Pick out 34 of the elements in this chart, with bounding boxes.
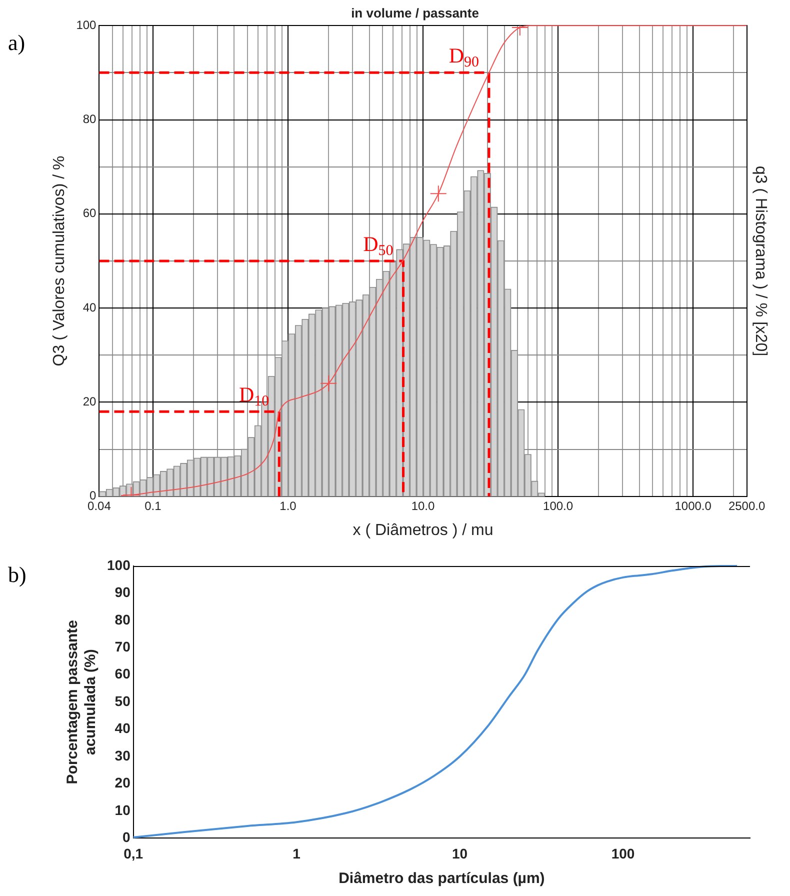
y-tick-label: 80 [82, 112, 97, 126]
y-tick-label: 0 [122, 829, 131, 846]
x-axis-title: Diâmetro das partículas (µm) [338, 870, 545, 888]
y-tick-label: 70 [114, 638, 131, 655]
text: a) [8, 30, 26, 56]
x-tick-label: 1 [292, 845, 301, 862]
y-tick-label: 30 [114, 747, 131, 764]
y-tick-label: 20 [114, 774, 131, 791]
x-tick-label: 10.0 [411, 498, 436, 513]
x-tick-label: 1.0 [280, 498, 297, 513]
y-tick-label: 20 [82, 394, 97, 409]
y-tick-label: 40 [82, 300, 97, 314]
x-axis-title: x ( Diâmetros ) / mu [352, 522, 494, 539]
x-tick-label: 10 [452, 845, 468, 862]
y-tick-label: 60 [82, 206, 97, 220]
y-tick-label: 60 [114, 666, 131, 682]
y-tick-label: 40 [114, 720, 131, 736]
x-tick-label: 0.1 [144, 498, 162, 513]
chart-title: in volume / passante [351, 5, 479, 20]
x-tick-label: 1000.0 [674, 498, 712, 513]
y-tick-label: 90 [114, 584, 131, 600]
x-tick-label: 2500.0 [728, 498, 766, 513]
y-tick-label: 100 [107, 556, 131, 573]
y-tick-label: 10 [114, 802, 131, 818]
text: b) [8, 562, 26, 588]
y-tick-label: 80 [114, 611, 131, 628]
y2-axis-title: q3 ( Histograma ) / % [x20] [752, 166, 769, 356]
y-axis-title: Porcentagem passante acumulada (%) [64, 620, 100, 784]
x-tick-label: 0,1 [124, 845, 144, 862]
y-axis-title: Q3 ( Valores cumulativos) / % [51, 156, 68, 366]
y-tick-label: 50 [114, 692, 131, 709]
x-tick-label: 100.0 [543, 498, 574, 513]
x-tick-label: 100 [611, 845, 635, 862]
y-tick-label: 100 [76, 18, 97, 32]
